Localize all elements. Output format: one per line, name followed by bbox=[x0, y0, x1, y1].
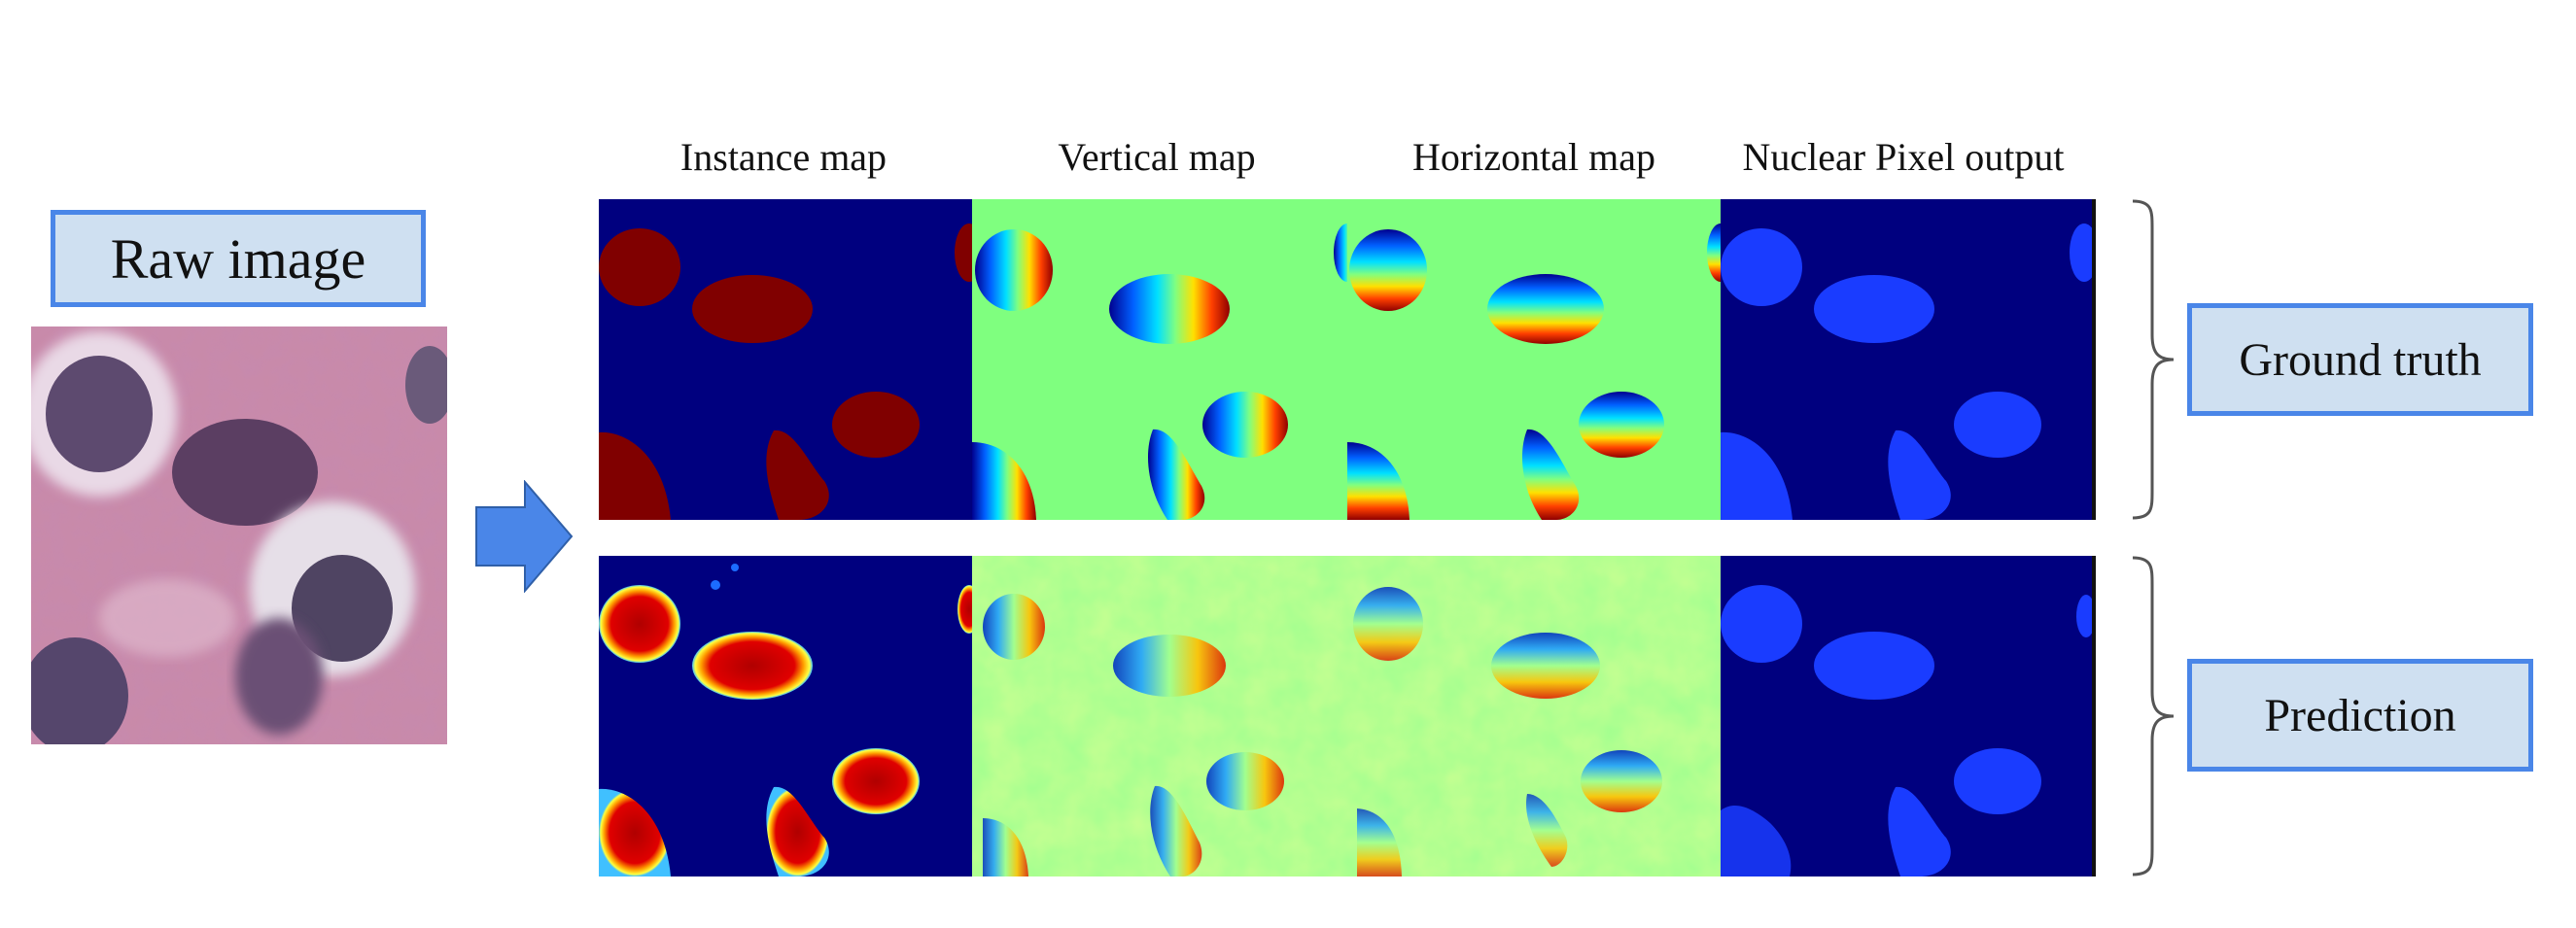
raw-image-label-box: Raw image bbox=[51, 210, 426, 307]
ground-truth-maps bbox=[599, 199, 2096, 520]
column-title-instance-map: Instance map bbox=[679, 135, 888, 179]
ground-truth-label-box: Ground truth bbox=[2187, 303, 2533, 416]
ground-truth-brace bbox=[2132, 199, 2175, 520]
prediction-label: Prediction bbox=[2264, 689, 2456, 741]
column-title-vertical-map: Vertical map bbox=[1058, 135, 1256, 179]
ground-truth-label: Ground truth bbox=[2239, 333, 2482, 386]
prediction-maps bbox=[599, 556, 2096, 876]
raw-image bbox=[31, 327, 447, 744]
column-title-nuclear-pixel-output: Nuclear Pixel output bbox=[1742, 135, 2065, 179]
prediction-label-box: Prediction bbox=[2187, 659, 2533, 772]
raw-image-label: Raw image bbox=[110, 226, 366, 291]
right-arrow-icon bbox=[475, 480, 574, 593]
column-title-horizontal-map: Horizontal map bbox=[1412, 135, 1655, 179]
prediction-brace bbox=[2132, 556, 2175, 876]
